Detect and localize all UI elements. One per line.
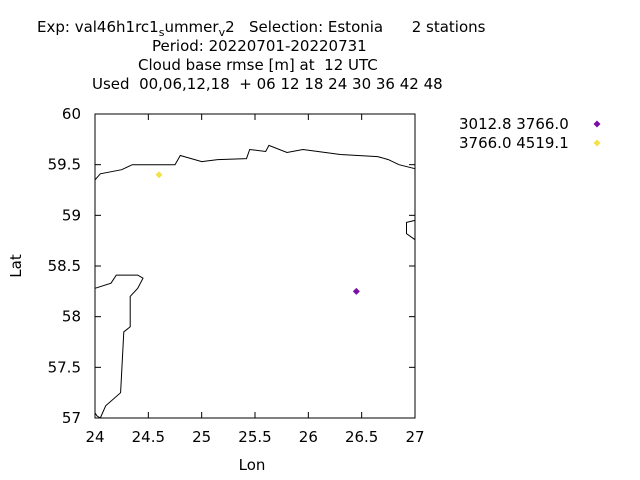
legend-marker-1 xyxy=(593,120,601,128)
ticks-layer: 24 24.5 25 25.5 26 26.5 27 57 57.5 58 58.5 59 59.5 60 xyxy=(48,105,425,446)
legend-label-2: 3766.0 4519.1 xyxy=(459,134,569,152)
title-mid: ummer xyxy=(164,18,219,36)
data-point-series-1 xyxy=(352,287,360,295)
x-tick-label: 24.5 xyxy=(132,428,165,446)
y-tick-label: 59.5 xyxy=(48,156,81,174)
x-tick-label: 24 xyxy=(85,428,104,446)
y-tick-label: 59 xyxy=(62,206,81,224)
y-tick-label: 57.5 xyxy=(48,358,81,376)
chart-title-line-4: Used 00,06,12,18 + 06 12 18 24 30 36 42 … xyxy=(92,75,443,93)
title-end: 2 Selection: Estonia 2 stations xyxy=(225,18,486,36)
title-subscript-1: s xyxy=(158,26,165,39)
x-tick-label: 27 xyxy=(405,428,424,446)
plot-frame xyxy=(94,113,416,419)
coastline-layer xyxy=(94,144,416,419)
coastline-2 xyxy=(94,274,144,419)
x-tick-label: 26.5 xyxy=(345,428,378,446)
chart-title-line-1: Exp: val46h1rc1summerv2 Selection: Eston… xyxy=(37,18,485,42)
points-layer xyxy=(155,171,360,295)
coastline-3 xyxy=(94,412,101,419)
y-tick-label: 60 xyxy=(62,105,81,123)
chart-title-line-2: Period: 20220701-20220731 xyxy=(152,37,367,55)
y-axis-label: Lat xyxy=(7,254,25,278)
title-subscript-2: v xyxy=(218,26,226,39)
x-tick-label: 26 xyxy=(299,428,318,446)
x-tick-label: 25.5 xyxy=(238,428,271,446)
y-tick-label: 57 xyxy=(62,409,81,427)
data-point-series-2 xyxy=(155,171,163,179)
y-tick-label: 58 xyxy=(62,308,81,326)
chart-title-line-3: Cloud base rmse [m] at 12 UTC xyxy=(138,56,378,74)
y-tick-label: 58.5 xyxy=(48,257,81,275)
coastline-1 xyxy=(406,219,416,241)
legend-label-1: 3012.8 3766.0 xyxy=(459,115,569,133)
x-axis-label: Lon xyxy=(239,456,266,474)
title-exp: Exp: val46h1rc1 xyxy=(37,18,159,36)
legend-marker-2 xyxy=(593,139,601,147)
coastline-0 xyxy=(94,144,416,181)
x-tick-label: 25 xyxy=(192,428,211,446)
